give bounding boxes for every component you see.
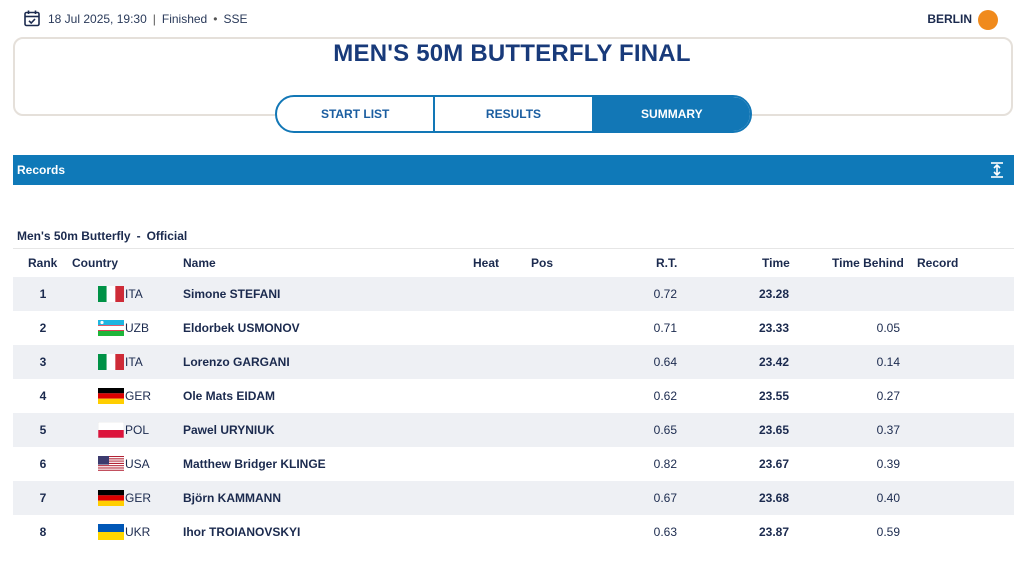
result-time: 23.67 [758,457,789,471]
reaction-time: 0.63 [653,525,677,539]
athlete-name[interactable]: Ole Mats EIDAM [183,389,276,403]
table-row[interactable]: 2 UZB Eldorbek USMONOV 0.71 23.33 0.05 [13,311,1014,345]
records-section-header[interactable]: Records [13,155,1014,185]
meta-separator: | [152,12,156,26]
table-row[interactable]: 6 USA Matthew Bridger KLINGE 0.82 23.67 0.39 [13,447,1014,481]
column-header-name: Name [183,256,216,270]
expand-icon[interactable] [990,162,1004,178]
country-code: UKR [125,525,151,539]
column-header-heat: Heat [473,256,500,270]
athlete-name[interactable]: Björn KAMMANN [183,491,281,505]
result-time: 23.87 [758,525,789,539]
results-event-name: Men's 50m Butterfly [17,229,131,243]
athlete-name[interactable]: Simone STEFANI [183,287,281,301]
country-code: POL [125,423,150,437]
reaction-time: 0.67 [653,491,677,505]
event-meta-bar: 18 Jul 2025, 19:30 | Finished • SSE BERLIN [0,0,1024,38]
athlete-name[interactable]: Eldorbek USMONOV [183,321,300,335]
column-header-time: Time [762,256,790,270]
country-code: ITA [125,287,143,301]
ukraine-flag-icon [98,524,124,540]
time-behind: 0.14 [876,355,900,369]
time-behind: 0.37 [876,423,900,437]
venue-dot-icon [978,10,998,30]
rank-cell: 8 [39,525,47,539]
reaction-time: 0.64 [653,355,677,369]
poland-flag-icon [98,422,124,438]
italy-flag-icon [98,286,124,302]
column-header-pos: Pos [531,256,554,270]
rank-cell: 4 [39,389,47,403]
time-behind: 0.39 [876,457,900,471]
germany-flag-icon [98,388,124,404]
records-label: Records [17,163,66,177]
rank-cell: 6 [39,457,47,471]
results-section-title: Men's 50m Butterfly - Official [17,229,187,243]
event-date: 18 Jul 2025, 19:30 [48,12,147,26]
result-time: 23.42 [758,355,789,369]
time-behind: 0.27 [876,389,900,403]
table-row[interactable]: 1 ITA Simone STEFANI 0.72 23.28 [13,277,1014,311]
table-row[interactable]: 8 UKR Ihor TROIANOVSKYI 0.63 23.87 0.59 [13,515,1014,549]
column-header-country: Country [72,256,118,270]
results-title-dash: - [136,229,141,243]
rank-cell: 7 [39,491,47,505]
athlete-name[interactable]: Pawel URYNIUK [183,423,275,437]
column-header-time-behind: Time Behind [832,256,904,270]
column-header-rank: Rank [28,256,58,270]
tab-start-list[interactable]: START LIST [277,97,436,131]
result-time: 23.55 [758,389,789,403]
event-meta: 18 Jul 2025, 19:30 | Finished • SSE [48,12,247,26]
table-row[interactable]: 5 POL Pawel URYNIUK 0.65 23.65 0.37 [13,413,1014,447]
tab-results[interactable]: RESULTS [435,97,594,131]
result-time: 23.65 [758,423,789,437]
meta-bullet: • [213,12,218,26]
tab-summary[interactable]: SUMMARY [593,97,750,131]
athlete-name[interactable]: Lorenzo GARGANI [183,355,290,369]
venue-city: BERLIN [927,12,972,26]
column-header-rt: R.T. [656,256,678,270]
time-behind: 0.40 [876,491,900,505]
athlete-name[interactable]: Ihor TROIANOVSKYI [183,525,301,539]
reaction-time: 0.65 [653,423,677,437]
rank-cell: 1 [39,287,47,301]
event-status: Finished [161,12,208,26]
table-row[interactable]: 7 GER Björn KAMMANN 0.67 23.68 0.40 [13,481,1014,515]
result-time: 23.68 [758,491,789,505]
germany-flag-icon [98,490,124,506]
country-code: USA [125,457,150,471]
divider [13,248,1014,249]
country-code: ITA [125,355,143,369]
event-tabs: START LIST RESULTS SUMMARY [275,95,752,133]
rank-cell: 2 [39,321,47,335]
table-row[interactable]: 3 ITA Lorenzo GARGANI 0.64 23.42 0.14 [13,345,1014,379]
country-code: GER [125,389,152,403]
usa-flag-icon [98,456,124,472]
rank-cell: 3 [39,355,47,369]
reaction-time: 0.72 [653,287,677,301]
calendar-icon [24,10,40,27]
time-behind: 0.05 [876,321,900,335]
rank-cell: 5 [39,423,47,437]
italy-flag-icon [98,354,124,370]
table-row[interactable]: 4 GER Ole Mats EIDAM 0.62 23.55 0.27 [13,379,1014,413]
country-code: UZB [125,321,149,335]
column-header-record: Record [917,256,959,270]
country-code: GER [125,491,152,505]
time-behind: 0.59 [876,525,900,539]
uzbekistan-flag-icon [98,320,124,336]
athlete-name[interactable]: Matthew Bridger KLINGE [183,457,326,471]
reaction-time: 0.82 [653,457,677,471]
reaction-time: 0.71 [653,321,677,335]
venue-code: SSE [223,12,248,26]
reaction-time: 0.62 [653,389,677,403]
result-time: 23.33 [758,321,789,335]
page-title: MEN'S 50M BUTTERFLY FINAL [333,40,691,67]
result-time: 23.28 [758,287,789,301]
results-status: Official [146,229,188,243]
